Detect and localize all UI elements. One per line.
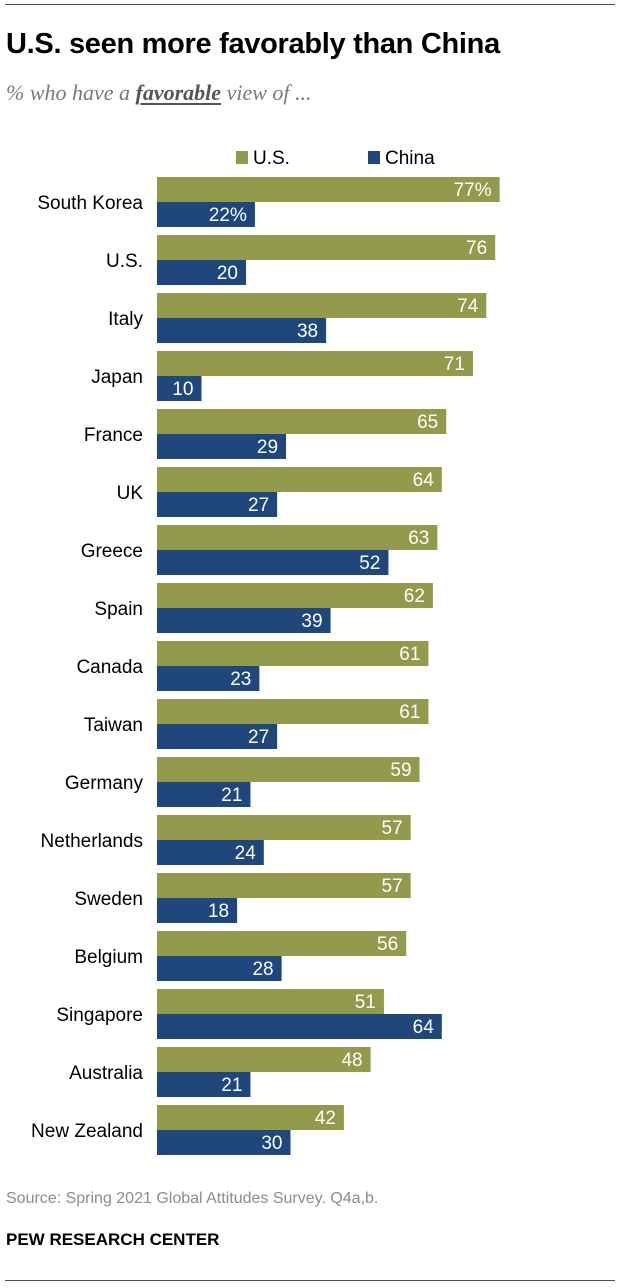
bar-us — [157, 757, 420, 782]
category-label: Sweden — [74, 889, 143, 910]
legend-swatch-china — [368, 151, 380, 164]
value-label-us: 57 — [382, 876, 403, 897]
bar-us — [157, 177, 500, 202]
value-label-china: 39 — [301, 611, 322, 632]
category-label: Canada — [76, 657, 143, 678]
subtitle-suffix: view of ... — [221, 80, 312, 105]
value-label-us: 65 — [417, 412, 438, 433]
bar-us — [157, 931, 407, 956]
category-label: Taiwan — [84, 715, 143, 736]
value-label-us: 51 — [355, 992, 376, 1013]
category-label: Netherlands — [41, 831, 143, 852]
value-label-china: 18 — [208, 901, 229, 922]
value-label-china: 10 — [172, 379, 193, 400]
category-label: France — [84, 425, 143, 446]
category-label: Spain — [94, 599, 143, 620]
bar-chart: U.S. China South Korea 77% 22% U.S. 76 20 Italy 7… — [31, 148, 500, 1155]
value-label-china: 29 — [257, 437, 278, 458]
value-label-us: 59 — [390, 760, 411, 781]
category-label: Belgium — [74, 947, 143, 968]
value-label-china: 22% — [209, 205, 247, 226]
bar-us — [157, 409, 447, 434]
bar-china — [157, 956, 282, 981]
bar-us — [157, 583, 433, 608]
bar-china — [157, 1014, 442, 1039]
bar-china — [157, 260, 246, 285]
bar-us — [157, 525, 438, 550]
value-label-china: 64 — [413, 1017, 435, 1038]
source-note: Source: Spring 2021 Global Attitudes Sur… — [6, 1190, 379, 1207]
bar-china — [157, 1130, 291, 1155]
value-label-us: 64 — [413, 470, 435, 491]
value-label-us: 76 — [466, 238, 487, 259]
legend-label-us: U.S. — [253, 148, 290, 169]
value-label-china: 27 — [248, 727, 269, 748]
category-label: South Korea — [37, 193, 143, 214]
value-label-us: 74 — [457, 296, 479, 317]
value-label-us: 48 — [341, 1050, 362, 1071]
value-label-china: 24 — [235, 843, 257, 864]
value-label-us: 62 — [404, 586, 425, 607]
value-label-china: 21 — [221, 785, 242, 806]
value-label-china: 52 — [359, 553, 380, 574]
value-label-china: 38 — [297, 321, 318, 342]
category-label: U.S. — [106, 251, 143, 272]
subtitle-emphasis: favorable — [135, 80, 222, 105]
bar-china — [157, 550, 389, 575]
bar-us — [157, 989, 384, 1014]
category-label: Italy — [108, 309, 143, 330]
bar-china — [157, 434, 287, 459]
value-label-us: 63 — [408, 528, 429, 549]
bottom-rule — [5, 1280, 615, 1281]
bar-china — [157, 840, 264, 865]
brand-name: PEW RESEARCH CENTER — [6, 1230, 220, 1249]
category-label: UK — [117, 483, 144, 504]
value-label-china: 30 — [261, 1133, 282, 1154]
value-label-us: 42 — [315, 1108, 336, 1129]
bar-china — [157, 608, 331, 633]
value-label-us: 71 — [444, 354, 465, 375]
value-label-us: 61 — [399, 644, 420, 665]
bar-us — [157, 467, 442, 492]
bar-china — [157, 492, 278, 517]
value-label-china: 28 — [252, 959, 273, 980]
category-label: Japan — [91, 367, 143, 388]
bar-us — [157, 235, 496, 260]
value-label-us: 61 — [399, 702, 420, 723]
bar-china — [157, 318, 327, 343]
bar-us — [157, 641, 429, 666]
bar-china — [157, 376, 202, 401]
bar-china — [157, 1072, 251, 1097]
bar-us — [157, 699, 429, 724]
bar-us — [157, 351, 473, 376]
top-rule — [5, 4, 615, 5]
legend-label-china: China — [385, 148, 435, 169]
bar-china — [157, 782, 251, 807]
value-label-us: 57 — [382, 818, 403, 839]
legend-swatch-us — [236, 151, 248, 164]
value-label-us: 77% — [454, 180, 492, 201]
value-label-china: 23 — [230, 669, 251, 690]
bar-china — [157, 202, 255, 227]
category-label: Germany — [65, 773, 144, 794]
category-label: Singapore — [56, 1005, 143, 1026]
value-label-china: 20 — [217, 263, 238, 284]
bar-us — [157, 815, 411, 840]
value-label-us: 56 — [377, 934, 398, 955]
value-label-china: 27 — [248, 495, 269, 516]
category-label: Australia — [69, 1063, 143, 1084]
bar-china — [157, 666, 260, 691]
category-label: Greece — [81, 541, 143, 562]
chart-title: U.S. seen more favorably than China — [6, 28, 500, 60]
bar-us — [157, 293, 487, 318]
subtitle-prefix: % who have a — [6, 80, 136, 105]
bar-china — [157, 724, 278, 749]
bar-us — [157, 873, 411, 898]
value-label-china: 21 — [221, 1075, 242, 1096]
bar-us — [157, 1047, 371, 1072]
bar-us — [157, 1105, 344, 1130]
category-label: New Zealand — [31, 1121, 143, 1142]
bar-china — [157, 898, 238, 923]
chart-subtitle: % who have a favorable view of ... — [6, 80, 312, 106]
